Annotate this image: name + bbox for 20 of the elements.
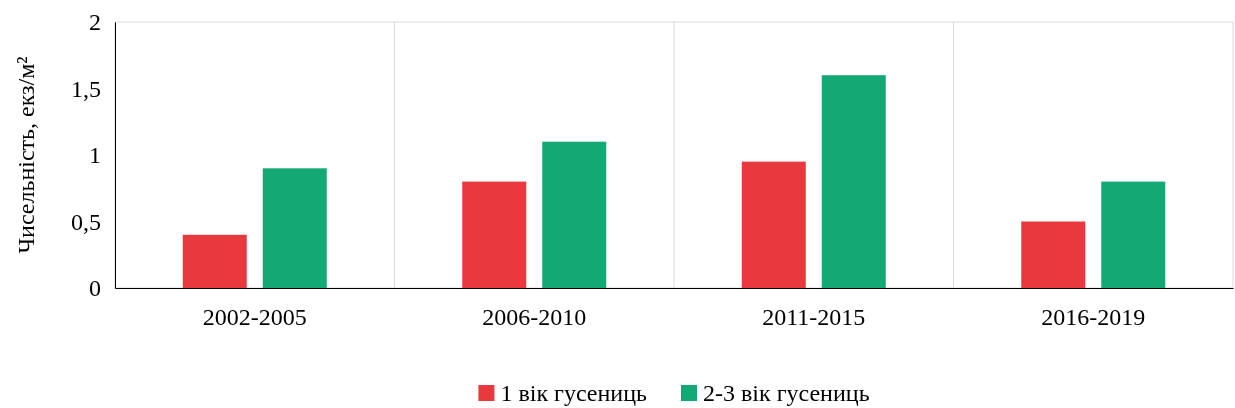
x-tick-label: 2002-2005 <box>202 304 307 331</box>
y-tick-label: 2 <box>89 9 101 36</box>
bar <box>262 168 327 288</box>
legend-label: 1 вік гусениць <box>500 380 648 406</box>
bar <box>1101 181 1166 288</box>
x-tick-label: 2006-2010 <box>482 304 587 331</box>
bar <box>542 141 607 288</box>
x-tick-label: 2011-2015 <box>762 304 866 331</box>
bar <box>182 234 247 288</box>
bar <box>462 181 527 288</box>
y-tick-label: 1,5 <box>71 75 101 102</box>
x-tick-label: 2016-2019 <box>1041 304 1146 331</box>
y-axis-title: Чисельність, екз/м² <box>13 56 39 254</box>
bar <box>1021 221 1086 288</box>
legend-label: 2-3 вік гусениць <box>703 380 870 406</box>
bar <box>821 75 886 288</box>
y-tick-label: 1 <box>89 142 101 169</box>
y-tick-label: 0,5 <box>71 208 101 235</box>
y-tick-label: 0 <box>89 275 101 302</box>
bar <box>741 161 806 288</box>
